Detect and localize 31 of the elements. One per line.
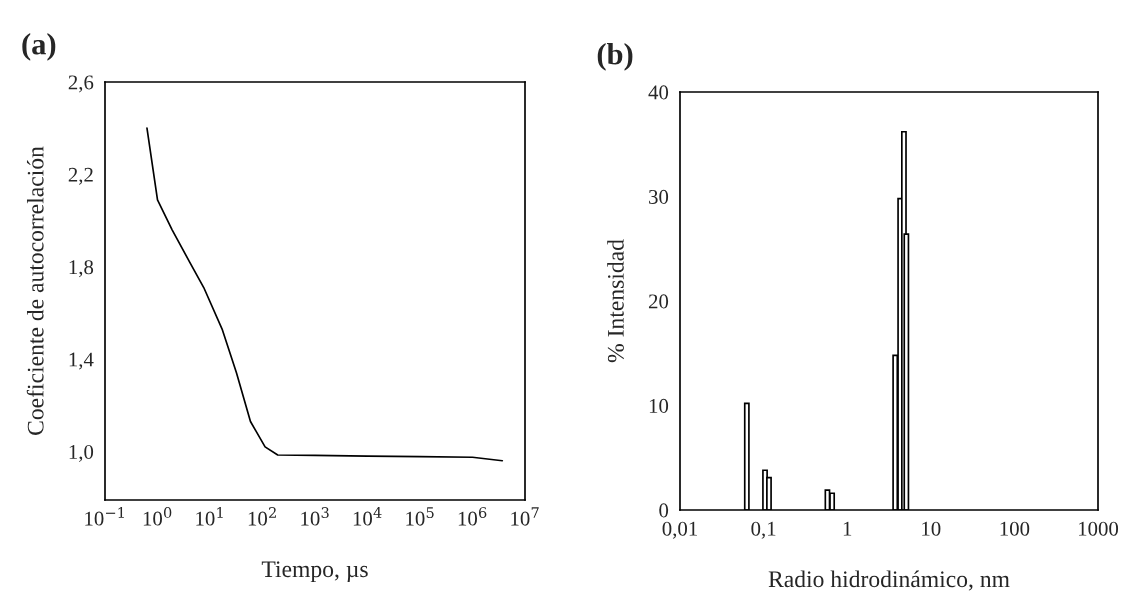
x-axis-title: Tiempo, µs — [261, 561, 368, 582]
x-tick-label: 1000 — [1079, 521, 1119, 536]
y-tick-label: 20 — [648, 294, 669, 309]
x-tick-label: 10$^{3}$ — [301, 507, 329, 526]
x-tick-label: 10$^{1}$ — [196, 507, 223, 526]
y-tick-label: 0 — [659, 503, 669, 518]
x-tick-label: 10$^{2}$ — [248, 507, 276, 526]
x-tick-label: 10$^{6}$ — [458, 507, 487, 526]
x-tick-label: 10$^{4}$ — [353, 507, 382, 526]
y-tick-label: 1,4 — [69, 352, 94, 370]
x-tick-label: 10$^{−1}$ — [85, 507, 124, 526]
chart-title: (a) — [22, 33, 56, 61]
x-tick-label: 0,01 — [662, 521, 697, 539]
x-tick-label: 10$^{5}$ — [406, 507, 434, 526]
y-tick-label: 1,8 — [69, 260, 94, 278]
y-tick-label: 2,2 — [68, 167, 93, 185]
x-tick-label: 100 — [1000, 521, 1030, 536]
y-tick-label: 10 — [649, 398, 669, 413]
y-tick-label: 40 — [648, 85, 669, 100]
y-tick-label: 30 — [649, 189, 669, 204]
x-axis-title: Radio hidrodinámico, nm — [768, 570, 1010, 591]
x-tick-label: 10$^{0}$ — [143, 507, 172, 526]
x-tick-label: 10 — [922, 521, 941, 536]
y-tick-label: 2,6 — [68, 75, 94, 93]
y-tick-label: 1,0 — [69, 444, 94, 462]
chart-title: (b) — [597, 43, 633, 71]
x-tick-label: 1 — [843, 521, 852, 536]
x-tick-label: 10$^{7}$ — [511, 507, 539, 526]
y-axis-title: % Intensidad — [607, 239, 624, 363]
y-axis-title: Coeficiente de autocorrelación — [26, 146, 44, 435]
x-tick-label: 0,1 — [751, 521, 776, 539]
